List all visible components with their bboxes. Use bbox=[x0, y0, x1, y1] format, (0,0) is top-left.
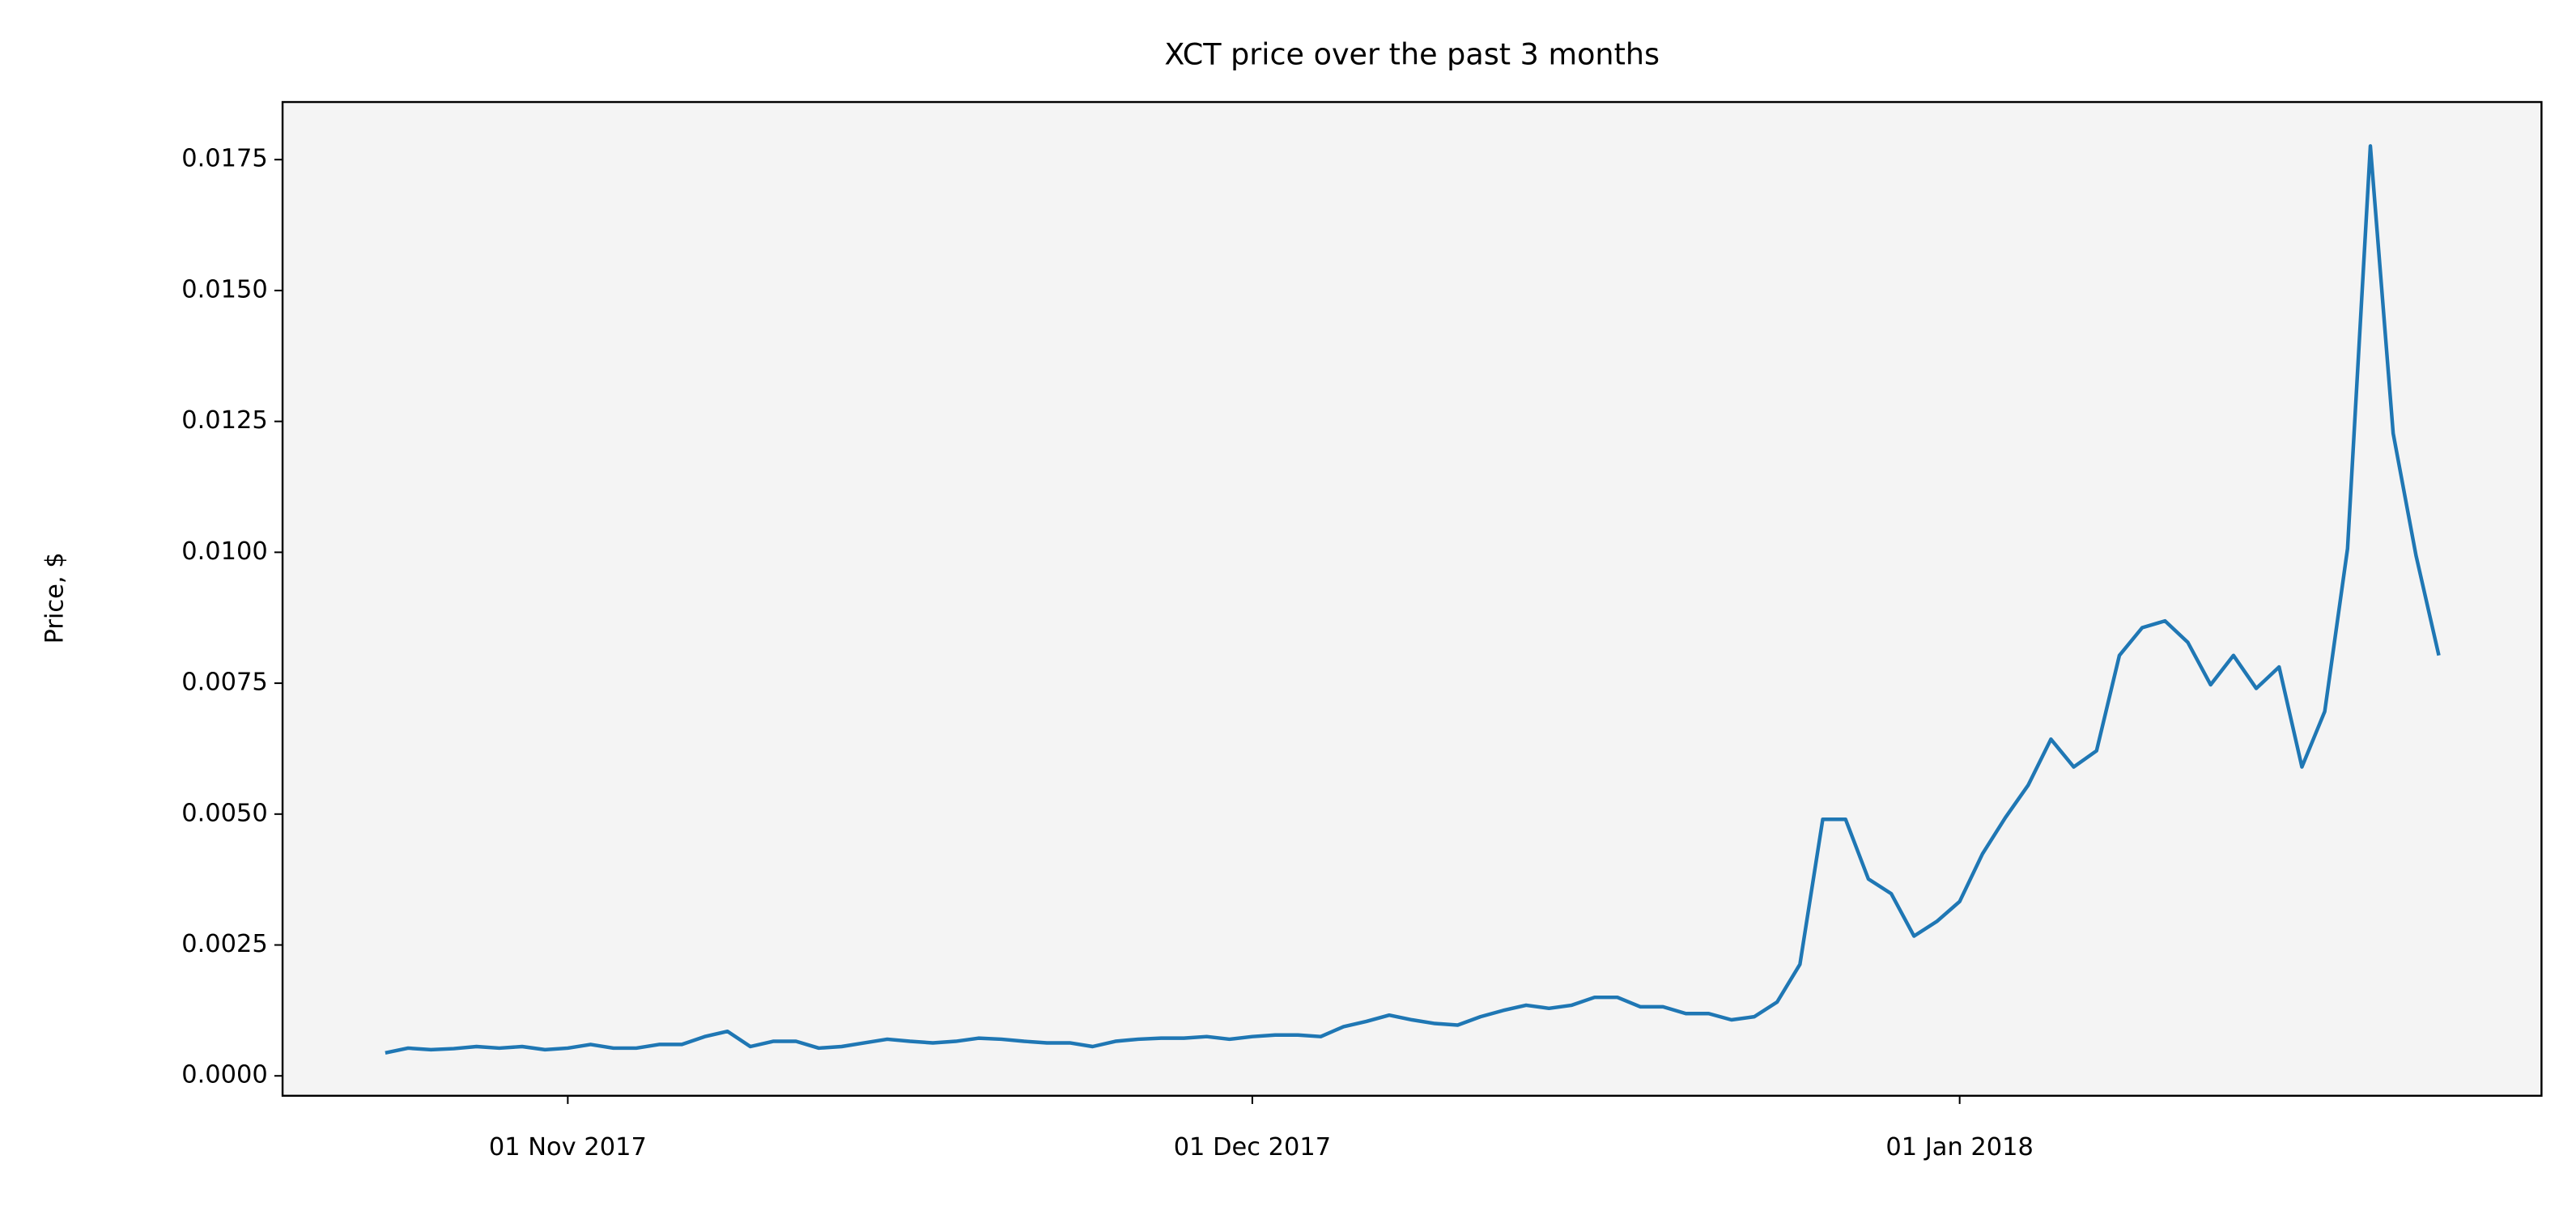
x-tick-label: 01 Dec 2017 bbox=[1174, 1133, 1331, 1161]
x-tick-label: 01 Jan 2018 bbox=[1885, 1133, 2033, 1161]
y-tick-label: 0.0125 bbox=[181, 406, 268, 435]
y-tick-label: 0.0175 bbox=[181, 145, 268, 173]
y-tick-label: 0.0075 bbox=[181, 669, 268, 697]
chart-title: XCT price over the past 3 months bbox=[1164, 37, 1660, 72]
y-tick-label: 0.0150 bbox=[181, 275, 268, 304]
y-tick-label: 0.0025 bbox=[181, 930, 268, 958]
y-tick-label: 0.0100 bbox=[181, 537, 268, 566]
x-tick-label: 01 Nov 2017 bbox=[489, 1133, 647, 1161]
y-tick-label: 0.0000 bbox=[181, 1061, 268, 1089]
price-line bbox=[385, 144, 2441, 1055]
plot-area bbox=[283, 102, 2542, 1096]
y-tick-label: 0.0050 bbox=[181, 799, 268, 827]
y-axis-label: Price, $ bbox=[40, 552, 69, 643]
plot-frame bbox=[281, 100, 2543, 1098]
